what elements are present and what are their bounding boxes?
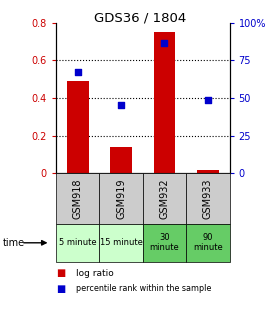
Text: GSM932: GSM932 — [160, 178, 169, 219]
Text: ■: ■ — [56, 268, 65, 278]
Text: GSM933: GSM933 — [203, 179, 213, 219]
Text: 15 minute: 15 minute — [100, 238, 143, 247]
Point — [206, 98, 210, 103]
Bar — [154, 32, 175, 173]
Text: 5 minute: 5 minute — [59, 238, 97, 247]
Point — [162, 41, 167, 46]
Text: 30
minute: 30 minute — [150, 233, 179, 252]
Text: GSM919: GSM919 — [116, 179, 126, 219]
Bar — [197, 169, 219, 173]
Point — [75, 69, 80, 75]
Text: 90
minute: 90 minute — [193, 233, 223, 252]
Text: log ratio: log ratio — [76, 268, 113, 278]
Text: GSM918: GSM918 — [73, 179, 83, 219]
Bar — [67, 81, 88, 173]
Bar — [110, 147, 132, 173]
Point — [119, 102, 123, 108]
Text: ■: ■ — [56, 284, 65, 294]
Text: GDS36 / 1804: GDS36 / 1804 — [94, 11, 186, 25]
Text: time: time — [3, 238, 25, 248]
Text: percentile rank within the sample: percentile rank within the sample — [76, 284, 211, 293]
